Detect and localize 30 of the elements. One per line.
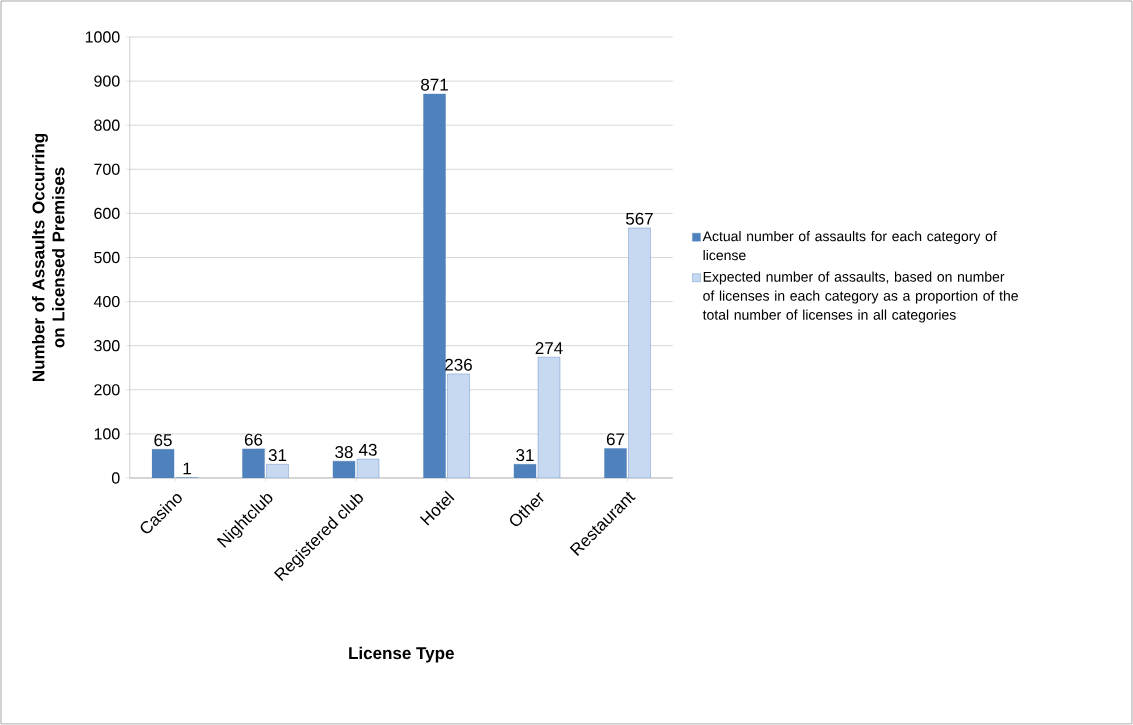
data-label: 31 — [268, 449, 287, 462]
data-label: 1 — [183, 462, 191, 475]
y-tick-label: 200 — [94, 384, 120, 396]
bar — [537, 356, 561, 478]
bar — [628, 227, 651, 478]
data-label: 567 — [626, 212, 653, 225]
x-axis-title: License Type — [349, 646, 454, 663]
data-label: 65 — [154, 434, 172, 447]
data-label: 871 — [421, 78, 448, 91]
data-label: 43 — [358, 443, 377, 456]
data-label: 38 — [335, 445, 353, 459]
y-tick-label: 700 — [94, 163, 120, 175]
data-label: 274 — [535, 342, 563, 354]
y-tick-label: 900 — [94, 75, 120, 87]
y-tick-label: 1000 — [85, 31, 120, 43]
y-tick-label: 400 — [93, 295, 120, 308]
y-tick-label: 600 — [94, 207, 120, 220]
bar — [447, 373, 470, 478]
y-axis-title: Number of Assaults Occurring on Licensed Premises — [32, 133, 65, 382]
y-tick-label: 500 — [94, 251, 120, 264]
y-tick-label: 300 — [94, 340, 120, 352]
data-label: 66 — [244, 433, 263, 446]
legend-label: Actual number of assaults for each category of license — [702, 230, 997, 261]
data-label: 236 — [445, 358, 472, 371]
data-label: 31 — [516, 449, 534, 462]
y-tick-label: 100 — [94, 428, 120, 440]
y-tick-label: 0 — [111, 472, 120, 484]
data-label: 67 — [606, 433, 625, 446]
legend-label: Expected number of assaults, based on number of licenses in each category as a proportion of the total number of licenses in all categories — [702, 271, 1018, 323]
y-tick-label: 800 — [94, 119, 120, 131]
